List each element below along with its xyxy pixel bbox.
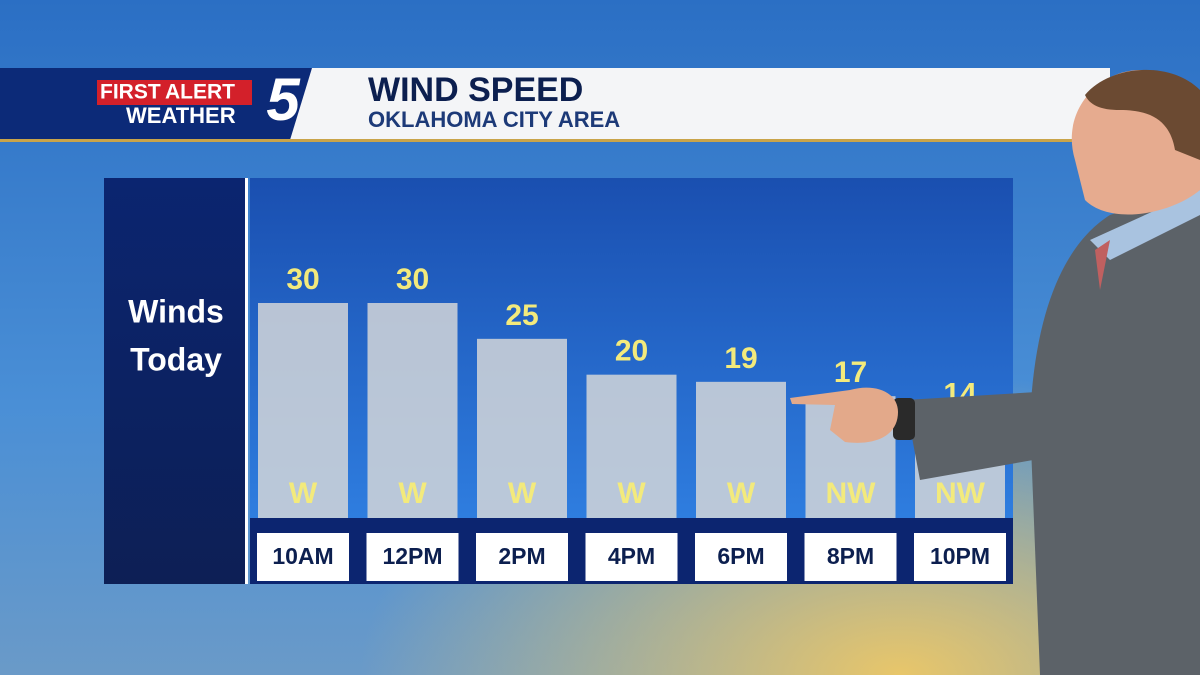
title-bar <box>290 68 1110 140</box>
bar <box>367 303 458 518</box>
value-label: 17 <box>834 356 867 389</box>
bar <box>258 303 348 518</box>
x-tick-label: 4PM <box>608 543 655 569</box>
value-label: 20 <box>615 335 648 368</box>
x-tick-label: 10PM <box>930 543 990 569</box>
value-label: 25 <box>505 299 538 332</box>
x-tick-label: 10AM <box>272 543 333 569</box>
panel-label: Today <box>130 341 222 377</box>
direction-label: NW <box>935 477 986 510</box>
x-tick-label: 12PM <box>382 543 442 569</box>
time-box <box>585 533 678 581</box>
side-panel <box>104 178 245 584</box>
chart-subtitle: OKLAHOMA CITY AREA <box>368 107 620 132</box>
time-box <box>257 533 349 581</box>
value-label: 30 <box>396 263 429 296</box>
time-box <box>695 533 787 581</box>
logo-first: FIRST <box>100 81 161 104</box>
x-tick-label: 2PM <box>498 543 545 569</box>
logo-alert-bg <box>97 80 252 105</box>
direction-label: NW <box>826 477 877 510</box>
bar <box>477 338 567 518</box>
direction-label: W <box>617 477 646 510</box>
time-box <box>476 533 568 581</box>
bar <box>696 381 786 518</box>
logo-number: 5 <box>266 66 301 133</box>
value-label: 30 <box>286 263 319 296</box>
value-label: 19 <box>724 342 757 375</box>
direction-label: W <box>398 477 427 510</box>
time-box <box>366 533 459 581</box>
header-rule <box>0 139 1110 142</box>
logo-weather: WEATHER <box>126 103 236 128</box>
x-tick-label: 8PM <box>827 543 874 569</box>
direction-label: W <box>727 477 756 510</box>
panel-label: Winds <box>128 293 224 329</box>
time-box <box>914 533 1006 581</box>
time-box <box>804 533 897 581</box>
direction-label: W <box>508 477 537 510</box>
divider <box>245 178 248 584</box>
chart-title: WIND SPEED <box>368 71 583 109</box>
direction-label: W <box>289 477 318 510</box>
logo-alert: ALERT <box>165 81 235 104</box>
presenter <box>790 69 1200 675</box>
bar <box>586 374 677 518</box>
x-tick-label: 6PM <box>717 543 764 569</box>
